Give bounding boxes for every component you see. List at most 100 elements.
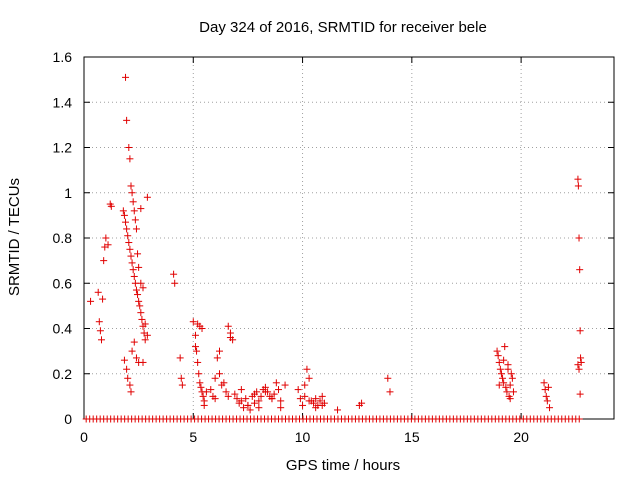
data-point <box>305 397 313 405</box>
y-tick-label: 0.6 <box>53 275 73 291</box>
data-point <box>137 205 145 213</box>
data-point <box>318 392 326 400</box>
data-point <box>139 284 147 292</box>
data-point <box>301 381 309 389</box>
data-point <box>134 250 142 258</box>
data-point <box>257 392 265 400</box>
data-point <box>191 331 199 339</box>
x-tick-label: 5 <box>189 429 197 445</box>
data-point <box>574 361 582 369</box>
data-point <box>250 399 258 407</box>
data-point <box>213 354 221 362</box>
data-point <box>506 395 514 403</box>
data-point <box>494 352 502 360</box>
data-point <box>277 404 285 412</box>
data-point <box>575 415 583 423</box>
data-point <box>216 370 224 378</box>
data-point <box>97 336 105 344</box>
data-point <box>128 347 136 355</box>
data-point <box>303 365 311 373</box>
y-axis-label: SRMTID / TECUs <box>6 178 23 296</box>
data-point <box>127 182 135 190</box>
data-point <box>95 318 103 326</box>
data-point <box>224 392 232 400</box>
data-point <box>189 318 197 326</box>
data-point <box>275 386 283 394</box>
y-tick-label: 0.4 <box>53 321 73 337</box>
data-point <box>132 286 140 294</box>
x-axis-label: GPS time / hours <box>286 457 400 474</box>
data-point <box>544 383 552 391</box>
data-point <box>305 374 313 382</box>
data-point <box>272 379 280 387</box>
data-point <box>125 144 133 151</box>
data-point <box>199 392 207 400</box>
data-point <box>194 358 202 366</box>
data-point <box>255 397 263 405</box>
data-point <box>507 370 515 378</box>
data-point <box>231 390 239 398</box>
data-point <box>501 343 509 351</box>
data-point <box>100 257 108 265</box>
data-point <box>277 397 285 405</box>
data-point <box>99 295 107 303</box>
data-point <box>312 404 320 412</box>
data-point <box>224 322 232 330</box>
data-point <box>193 347 201 355</box>
data-point <box>176 354 184 362</box>
data-point <box>135 297 143 305</box>
data-point <box>495 358 503 366</box>
data-point <box>502 383 510 391</box>
data-point <box>127 252 135 260</box>
data-point <box>130 207 138 215</box>
data-point <box>574 182 582 190</box>
data-point <box>202 388 210 396</box>
data-point <box>316 397 324 405</box>
data-point <box>130 272 138 280</box>
data-point <box>237 397 245 405</box>
data-point <box>132 225 140 233</box>
data-point <box>198 325 206 332</box>
data-point <box>94 288 102 296</box>
data-point <box>503 388 511 396</box>
data-points <box>82 73 585 423</box>
data-point <box>240 404 248 412</box>
data-point <box>107 202 115 210</box>
y-tick-label: 0.8 <box>53 230 73 246</box>
data-point <box>195 370 203 378</box>
data-point <box>134 291 142 299</box>
x-tick-label: 15 <box>404 429 420 445</box>
data-point <box>141 320 149 328</box>
data-point <box>237 386 245 394</box>
data-point <box>123 225 131 233</box>
data-point <box>126 245 134 253</box>
y-tick-label: 1.2 <box>53 140 73 156</box>
data-point <box>124 374 132 382</box>
y-tick-label: 1 <box>64 185 72 201</box>
data-point <box>122 218 130 226</box>
data-point <box>575 365 583 373</box>
data-point <box>128 259 136 267</box>
data-point <box>129 266 137 274</box>
data-point <box>139 358 147 366</box>
data-point <box>129 198 137 206</box>
data-point <box>222 388 230 396</box>
data-point <box>386 388 394 396</box>
data-point <box>96 327 104 335</box>
data-point <box>576 266 584 274</box>
data-point <box>104 241 112 249</box>
data-point <box>261 388 269 396</box>
data-point <box>226 334 234 342</box>
data-point <box>125 239 133 247</box>
data-point <box>178 381 186 389</box>
data-point <box>253 388 261 396</box>
data-point <box>577 354 585 362</box>
y-tick-label: 0 <box>64 411 72 427</box>
data-point <box>576 390 584 398</box>
data-point <box>299 401 307 409</box>
data-point <box>137 279 145 287</box>
x-tick-label: 10 <box>295 429 311 445</box>
data-point <box>540 379 548 387</box>
